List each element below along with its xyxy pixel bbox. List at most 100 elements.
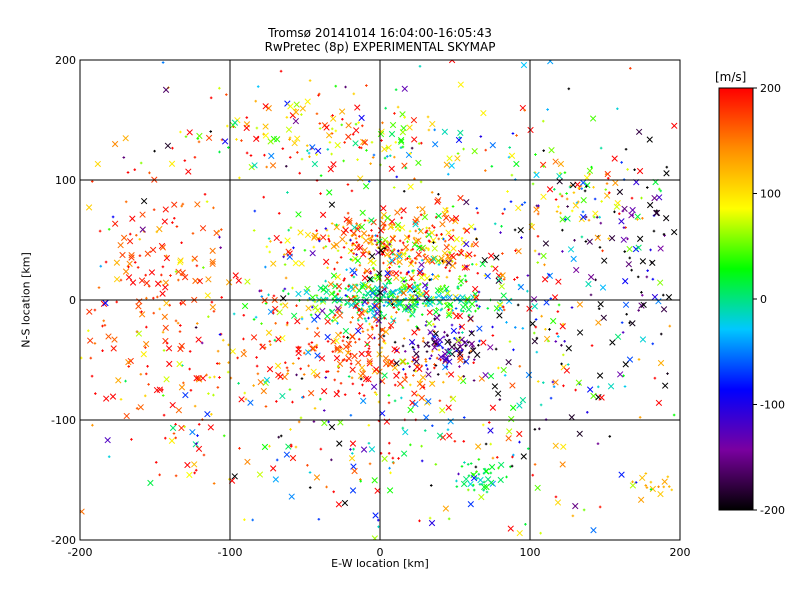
data-point-x	[330, 115, 337, 122]
data-point-plus	[455, 349, 458, 353]
data-point-plus	[407, 234, 411, 238]
data-point-plus	[563, 340, 566, 343]
data-point-x	[270, 465, 277, 472]
data-point-x	[496, 312, 503, 319]
data-point-plus	[599, 146, 603, 150]
data-point-plus	[347, 284, 350, 288]
data-point-x	[381, 455, 388, 462]
data-point-plus	[161, 61, 165, 64]
data-point-plus	[213, 375, 216, 379]
data-point-x	[393, 270, 400, 277]
data-point-x	[240, 350, 247, 358]
data-point-x	[310, 368, 317, 375]
data-point-plus	[161, 394, 165, 397]
data-point-plus	[624, 147, 628, 151]
data-point-plus	[328, 239, 331, 243]
data-point-x	[438, 255, 445, 262]
data-point-plus	[439, 308, 443, 312]
data-point-x	[634, 213, 641, 220]
data-point-x	[387, 322, 395, 329]
data-point-plus	[124, 379, 127, 383]
data-point-x	[284, 237, 291, 244]
data-point-x	[328, 308, 336, 315]
data-point-plus	[135, 233, 138, 237]
data-point-x	[418, 261, 425, 268]
data-point-plus	[180, 241, 183, 245]
data-point-x	[162, 206, 169, 213]
data-point-x	[416, 269, 423, 277]
data-point-x	[506, 428, 513, 435]
data-point-x	[432, 141, 439, 148]
data-point-x	[431, 339, 438, 346]
data-point-x	[559, 216, 566, 223]
data-point-plus	[392, 306, 396, 309]
data-point-plus	[343, 277, 346, 280]
data-point-x	[436, 336, 444, 344]
data-point-x	[100, 300, 108, 307]
data-point-x	[335, 501, 343, 508]
data-point-x	[276, 309, 283, 316]
data-point-plus	[294, 108, 297, 111]
data-point-x	[396, 288, 404, 295]
data-point-plus	[326, 148, 330, 151]
data-point-x	[336, 440, 343, 447]
data-point-plus	[649, 480, 653, 484]
data-point-plus	[424, 246, 428, 250]
data-point-x	[436, 432, 444, 439]
data-point-plus	[139, 161, 143, 165]
data-point-plus	[502, 305, 505, 309]
data-point-plus	[437, 275, 441, 278]
data-point-plus	[352, 92, 356, 96]
data-point-plus	[268, 250, 272, 254]
data-point-plus	[467, 474, 471, 477]
data-point-plus	[218, 86, 221, 90]
data-point-plus	[472, 488, 476, 492]
data-point-plus	[176, 321, 180, 325]
data-point-plus	[628, 256, 632, 260]
data-point-x	[505, 435, 512, 442]
data-point-x	[452, 215, 460, 222]
data-point-plus	[667, 485, 671, 488]
data-point-plus	[530, 222, 534, 226]
data-point-plus	[412, 309, 416, 313]
data-point-plus	[226, 124, 229, 128]
data-point-plus	[573, 238, 576, 242]
data-point-plus	[333, 378, 337, 382]
data-point-plus	[315, 294, 319, 297]
data-point-plus	[420, 258, 424, 262]
data-point-x	[467, 501, 474, 508]
data-point-x	[425, 398, 432, 405]
data-point-x	[199, 225, 207, 232]
data-point-plus	[382, 290, 386, 294]
data-point-plus	[477, 343, 480, 347]
data-point-plus	[475, 237, 478, 241]
data-point-x	[369, 252, 376, 260]
data-point-plus	[443, 284, 446, 287]
data-point-plus	[183, 425, 186, 429]
colorbar-tick-label: 100	[760, 188, 781, 201]
data-point-plus	[622, 374, 625, 378]
data-point-plus	[153, 149, 156, 153]
data-point-x	[191, 461, 198, 468]
data-point-x	[401, 282, 408, 289]
data-point-plus	[357, 337, 361, 341]
data-point-x	[443, 285, 450, 292]
data-point-plus	[254, 315, 258, 319]
data-point-plus	[409, 293, 412, 297]
data-point-plus	[148, 171, 151, 175]
data-point-plus	[520, 203, 524, 206]
data-point-plus	[346, 288, 350, 292]
data-point-plus	[570, 209, 574, 213]
data-point-x	[468, 300, 476, 308]
data-point-x	[274, 362, 282, 369]
data-point-plus	[310, 341, 314, 344]
data-point-x	[283, 451, 291, 458]
data-point-x	[500, 366, 507, 374]
data-point-plus	[324, 227, 328, 230]
data-point-x	[339, 236, 346, 243]
data-point-plus	[454, 261, 457, 265]
data-point-x	[585, 280, 592, 288]
data-point-plus	[552, 385, 556, 389]
data-point-plus	[404, 279, 408, 282]
data-point-plus	[365, 149, 368, 152]
